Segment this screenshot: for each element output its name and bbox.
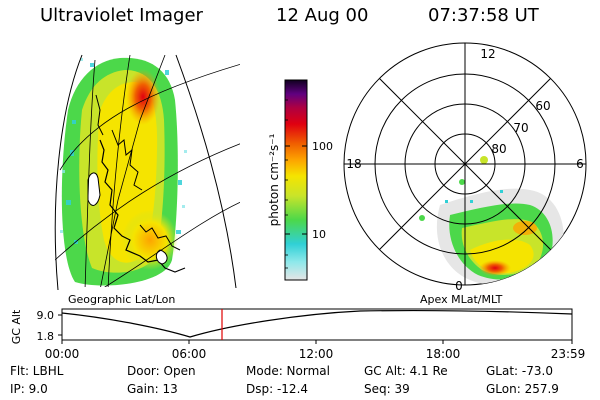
- earth-limb-right: [175, 54, 237, 289]
- mlt-label-6: 6: [576, 157, 584, 171]
- filter-status: Flt: LBHL: [10, 364, 64, 378]
- mode-status: Mode: Normal: [246, 364, 330, 378]
- altitude-x-ticks: [61, 340, 573, 344]
- gc-alt-status: GC Alt: 4.1 Re: [364, 364, 448, 378]
- mlt-label-0: 0: [455, 279, 463, 293]
- coastline-islet: [155, 249, 168, 265]
- latlon-grid: [55, 55, 240, 287]
- observation-time: 07:37:58 UT: [428, 5, 539, 26]
- colorbar-unit-label: photon cm⁻²s⁻¹: [267, 133, 281, 226]
- dsp-status: Dsp: -12.4: [246, 382, 309, 396]
- observation-date: 12 Aug 00: [276, 5, 369, 26]
- mlt-label-12: 12: [480, 47, 495, 61]
- seq-status: Seq: 39: [364, 382, 410, 396]
- polar-plot: [343, 42, 587, 286]
- colorbar: [284, 79, 308, 281]
- altitude-y-tick-min: 1.8: [37, 330, 55, 343]
- colorbar-tick-10: 10: [312, 228, 326, 241]
- glat-status: GLat: -73.0: [486, 364, 553, 378]
- meridian-diag-2: [379, 78, 551, 250]
- ip-status: IP: 9.0: [10, 382, 48, 396]
- earth-limb-left: [54, 54, 83, 291]
- time-tick-0600: 06:00: [172, 347, 207, 361]
- time-tick-2359: 23:59: [551, 347, 586, 361]
- lat-label-70: 70: [513, 121, 528, 135]
- time-tick-1800: 18:00: [426, 347, 461, 361]
- altitude-axis-label: GC Alt: [10, 309, 23, 344]
- altitude-y-tick-max: 9.0: [37, 309, 55, 322]
- left-panel-caption: Geographic Lat/Lon: [68, 293, 175, 306]
- gain-status: Gain: 13: [127, 382, 178, 396]
- time-tick-0000: 00:00: [45, 347, 80, 361]
- coastline-island: [87, 172, 101, 206]
- lat-label-60: 60: [535, 99, 550, 113]
- door-status: Door: Open: [127, 364, 196, 378]
- colorbar-minor-ticks: [285, 99, 288, 269]
- mlt-label-18: 18: [346, 157, 361, 171]
- coastline-south: [139, 224, 181, 251]
- altitude-plot: [58, 308, 573, 344]
- polar-panel-caption: Apex MLat/MLT: [420, 293, 503, 306]
- coastline-north: [95, 94, 104, 136]
- instrument-title: Ultraviolet Imager: [40, 5, 203, 26]
- altitude-curve: [61, 310, 573, 338]
- lat-label-80: 80: [491, 142, 506, 156]
- time-tick-1200: 12:00: [299, 347, 334, 361]
- glon-status: GLon: 257.9: [486, 382, 559, 396]
- colorbar-tick-100: 100: [312, 140, 333, 153]
- aurora-hotspot: [126, 69, 160, 125]
- geographic-image: [55, 55, 240, 287]
